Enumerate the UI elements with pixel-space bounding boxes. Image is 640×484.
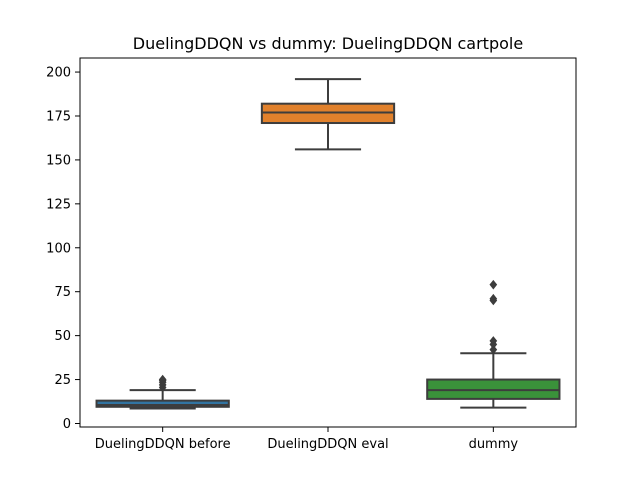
chart-title: DuelingDDQN vs dummy: DuelingDDQN cartpo… xyxy=(133,34,523,53)
y-tick-label: 100 xyxy=(46,241,71,256)
box-group-1 xyxy=(260,78,396,151)
plot-area xyxy=(95,78,561,410)
outlier-point xyxy=(158,374,167,385)
y-tick-label: 150 xyxy=(46,153,71,168)
outlier-point xyxy=(489,279,498,290)
box-group-0 xyxy=(95,374,230,410)
x-tick-label: DuelingDDQN before xyxy=(95,437,231,452)
outlier-point xyxy=(489,336,498,346)
y-tick-label: 25 xyxy=(54,373,71,388)
axes: DuelingDDQN before DuelingDDQN eval dummy 0… xyxy=(46,57,577,452)
box-group-2 xyxy=(426,279,561,409)
y-tick-label: 0 xyxy=(63,417,71,432)
y-tick-label: 200 xyxy=(46,66,71,81)
y-tick-label: 175 xyxy=(46,109,71,124)
outlier-point xyxy=(489,344,498,355)
y-tick-label: 75 xyxy=(54,285,71,300)
outlier-point xyxy=(489,293,498,304)
x-tick-label: DuelingDDQN eval xyxy=(267,437,388,452)
iqr-box xyxy=(95,399,230,408)
y-tick-label: 125 xyxy=(46,197,71,212)
y-tick-label: 50 xyxy=(54,329,71,344)
x-tick-label: dummy xyxy=(469,437,519,452)
plot-frame xyxy=(79,57,577,428)
